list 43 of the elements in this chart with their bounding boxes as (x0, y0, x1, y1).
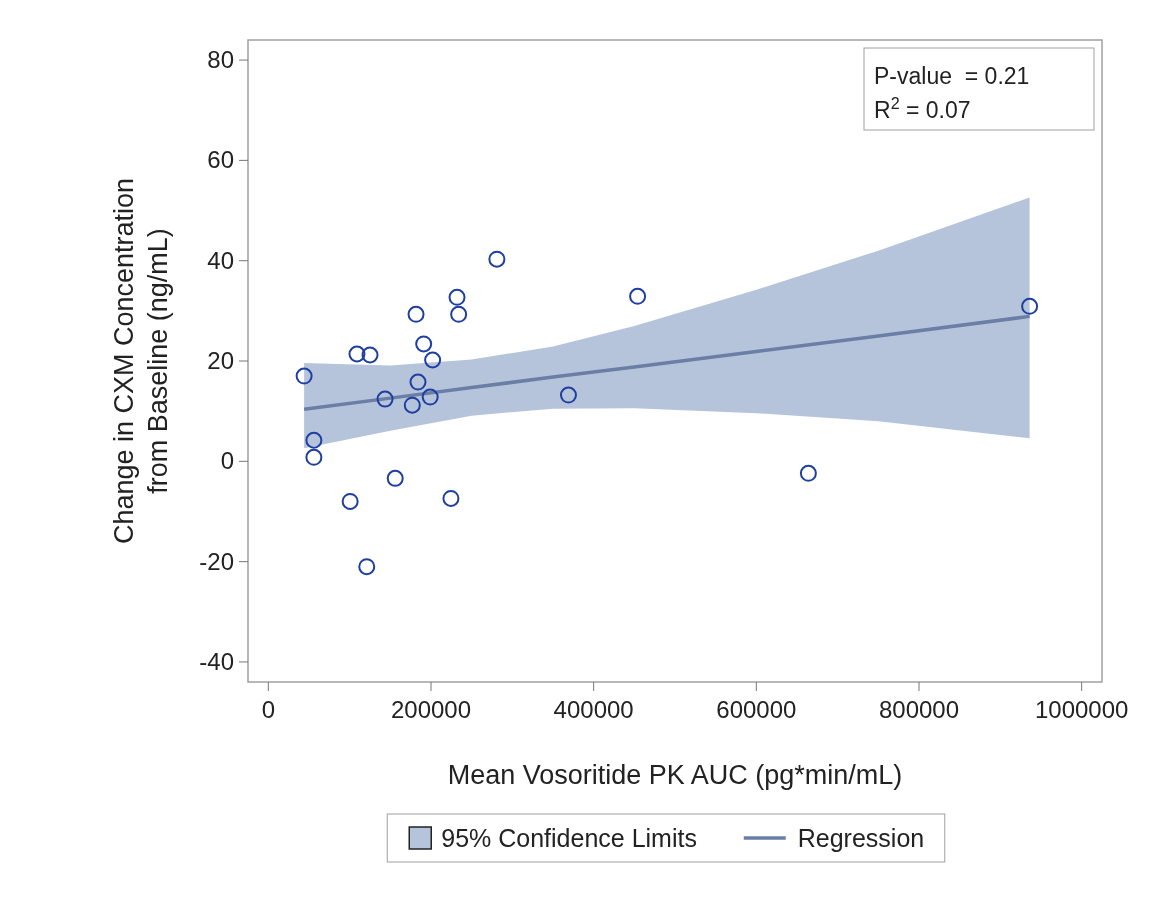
point (348, 345, 366, 363)
point (424, 351, 442, 369)
point (361, 346, 379, 364)
point (448, 288, 466, 306)
y-tick-label: -40 (199, 647, 234, 675)
x-tick-label: 0 (261, 696, 276, 723)
x-axis-title: Mean Vosoritide PK AUC (pg*min/mL) (447, 760, 903, 790)
point (409, 373, 427, 391)
point (1021, 297, 1039, 315)
point (305, 448, 323, 466)
point (376, 390, 394, 408)
point (450, 305, 468, 323)
annotation: P-value = 0.21 (874, 63, 1030, 89)
stats-box: P-value = 0.21 R$^{2}$ = 0.07 (863, 47, 1095, 131)
x-tick-label: 600000 (716, 696, 797, 723)
point (305, 431, 323, 449)
point (415, 335, 433, 353)
y-tick-label: 0 (220, 447, 234, 475)
x-tick-label: 1000000 (1034, 696, 1129, 723)
y-tick-label: 60 (207, 146, 234, 174)
y-tick-label: 20 (207, 347, 234, 374)
point (629, 287, 647, 305)
y-tick-label: 40 (207, 246, 234, 274)
point (421, 388, 439, 406)
point (407, 305, 425, 323)
point (295, 367, 313, 385)
point (341, 492, 359, 510)
point (799, 464, 817, 482)
point (403, 396, 421, 414)
point (559, 386, 577, 404)
point (386, 469, 404, 487)
point (442, 489, 460, 507)
x-tick-label: 200000 (390, 696, 472, 723)
y-tick-label: 80 (207, 46, 234, 74)
legend-label: Regression (797, 824, 925, 852)
point (358, 558, 376, 576)
point (488, 250, 506, 268)
annotation: R$^{2}$ = 0.07 (874, 94, 971, 123)
x-tick-label: 800000 (878, 696, 960, 723)
text: 95% Confidence Limits (441, 824, 697, 852)
x-tick-label: 400000 (553, 696, 634, 723)
y-axis-title: Change in CXM Concentration from Baseline (ng/mL) (109, 177, 173, 545)
y-tick-label: -20 (199, 547, 234, 575)
